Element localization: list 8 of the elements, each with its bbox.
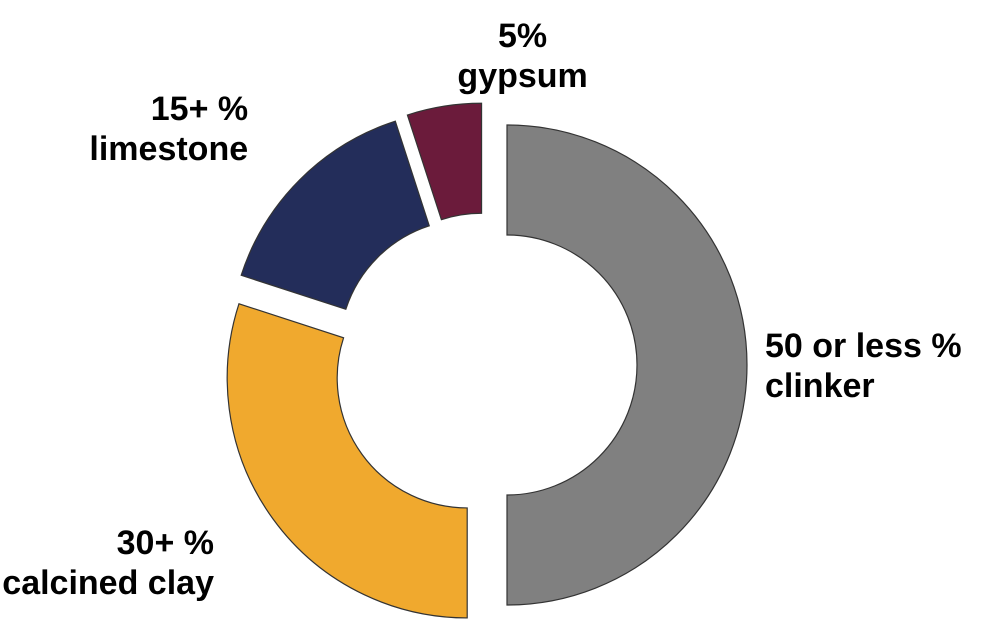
data-label: 15+ % bbox=[150, 90, 248, 128]
data-label: 5% bbox=[498, 17, 548, 55]
data-label: 30+ % bbox=[116, 524, 214, 562]
slice-label: clinker bbox=[765, 367, 875, 405]
data-label: 50 or less % bbox=[765, 327, 962, 365]
slice-label: gypsum bbox=[457, 57, 588, 95]
slice-label: calcined clay bbox=[2, 564, 214, 602]
slice-label: limestone bbox=[89, 130, 248, 168]
